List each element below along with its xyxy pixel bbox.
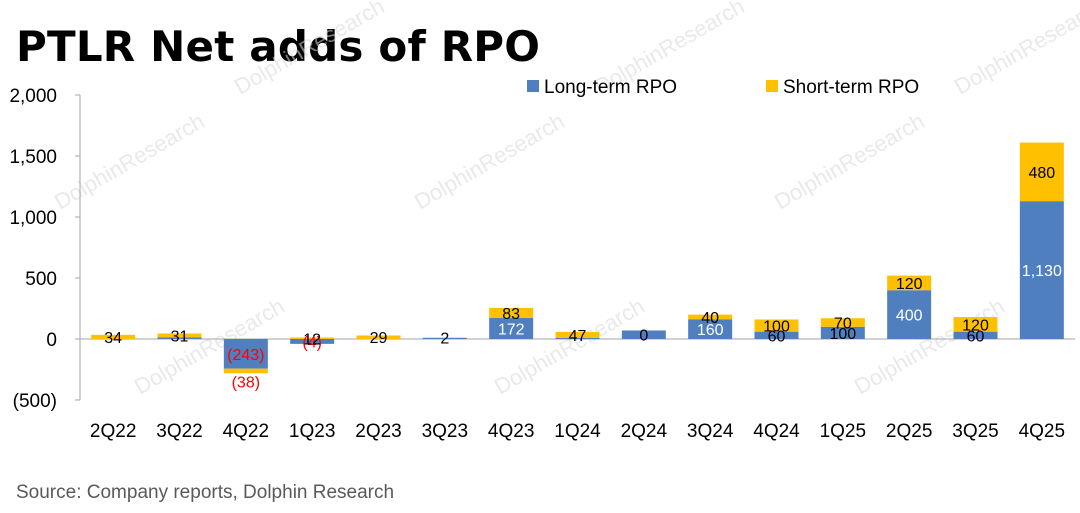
data-label: 40 — [701, 310, 719, 327]
data-label: 160 — [697, 322, 724, 339]
bars — [91, 142, 1064, 374]
bar-segment — [688, 319, 733, 339]
y-tick-label: (500) — [13, 391, 57, 412]
data-label: 47 — [569, 328, 587, 345]
data-label: 0 — [639, 328, 648, 345]
bar-segment — [887, 290, 932, 339]
axes: 2,000 1,500 1,000 500 0 (500) 2Q22 3Q22 4Q22 1Q23… — [9, 86, 1075, 442]
legend-label: Long-term RPO — [544, 77, 677, 98]
legend-swatch — [766, 80, 778, 92]
x-tick-label: 2Q24 — [621, 421, 668, 442]
data-label: 34 — [104, 330, 122, 347]
data-label: 60 — [768, 328, 786, 345]
y-tick-label: 1,000 — [9, 208, 57, 229]
x-tick-label: 4Q24 — [753, 421, 800, 442]
bar-segment — [290, 339, 335, 344]
bar-segment — [489, 318, 534, 339]
bar-segment — [820, 318, 865, 327]
bar-segment — [422, 337, 467, 339]
bar-segment — [223, 339, 268, 369]
bar-segment — [356, 335, 401, 339]
bar-segment — [91, 334, 136, 339]
chart-title: PTLR Net adds of RPO — [16, 22, 541, 71]
x-tick-label: 1Q23 — [289, 421, 335, 442]
legend-label: Short-term RPO — [783, 77, 919, 98]
y-tick-label: 1,500 — [9, 147, 57, 168]
bar-segment — [754, 319, 799, 332]
x-tick-label: 3Q25 — [952, 421, 998, 442]
x-tick-label: 3Q23 — [422, 421, 468, 442]
data-label: 1,130 — [1022, 263, 1062, 280]
data-label: 120 — [962, 317, 989, 334]
data-label: 29 — [370, 330, 388, 347]
x-tick-label: 4Q25 — [1019, 421, 1065, 442]
bar-segment — [290, 337, 335, 339]
data-label: 100 — [829, 326, 856, 343]
data-label: 172 — [498, 322, 525, 339]
x-tick-label: 2Q23 — [355, 421, 401, 442]
watermark-text: DolphinResearch — [770, 108, 929, 214]
legend-swatch — [527, 80, 539, 92]
bar-segment — [157, 337, 202, 339]
bar-segment — [621, 330, 666, 339]
data-label: 480 — [1028, 165, 1055, 182]
x-tick-label: 1Q25 — [820, 421, 866, 442]
data-label: 31 — [171, 328, 189, 345]
data-label: 60 — [967, 328, 985, 345]
data-label: (4) — [302, 334, 322, 351]
bar-segment — [489, 307, 534, 319]
data-label: 100 — [763, 319, 790, 336]
data-label: 83 — [502, 306, 520, 323]
data-label: (243) — [227, 347, 264, 364]
bar-segment — [688, 314, 733, 320]
source-note: Source: Company reports, Dolphin Researc… — [16, 482, 395, 503]
data-label: 2 — [440, 331, 449, 348]
bar-segment — [1019, 201, 1064, 339]
x-tick-label: 2Q22 — [90, 421, 136, 442]
watermark-text: DolphinResearch — [230, 0, 389, 99]
bar-segment — [555, 337, 600, 339]
bar-segment — [754, 331, 799, 339]
x-tick-label: 3Q22 — [156, 421, 202, 442]
data-label: 400 — [896, 308, 923, 325]
y-tick-label: 500 — [25, 269, 57, 290]
bar-segment — [157, 333, 202, 338]
bar-segment — [223, 368, 268, 374]
x-tick-label: 2Q25 — [886, 421, 932, 442]
legend: Long-term RPO Short-term RPO — [527, 77, 919, 98]
data-label: 12 — [303, 331, 321, 348]
bar-segment — [820, 326, 865, 339]
x-tick-label: 3Q24 — [687, 421, 734, 442]
watermark-text: DolphinResearch — [50, 108, 209, 214]
data-label: 120 — [896, 276, 923, 293]
bar-segment — [953, 317, 998, 332]
y-tick-label: 2,000 — [9, 86, 57, 107]
x-tick-label: 1Q24 — [554, 421, 601, 442]
bar-segment — [1019, 142, 1064, 202]
bar-segment — [555, 332, 600, 338]
data-label: (38) — [232, 374, 260, 391]
y-tick-label: 0 — [46, 330, 57, 351]
x-tick-label: 4Q22 — [223, 421, 269, 442]
x-tick-label: 4Q23 — [488, 421, 534, 442]
watermark-text: DolphinResearch — [410, 108, 569, 214]
data-label: 70 — [834, 316, 852, 333]
bar-segment — [953, 331, 998, 339]
watermark-text: DolphinResearch — [950, 0, 1080, 99]
bar-segment — [887, 275, 932, 291]
